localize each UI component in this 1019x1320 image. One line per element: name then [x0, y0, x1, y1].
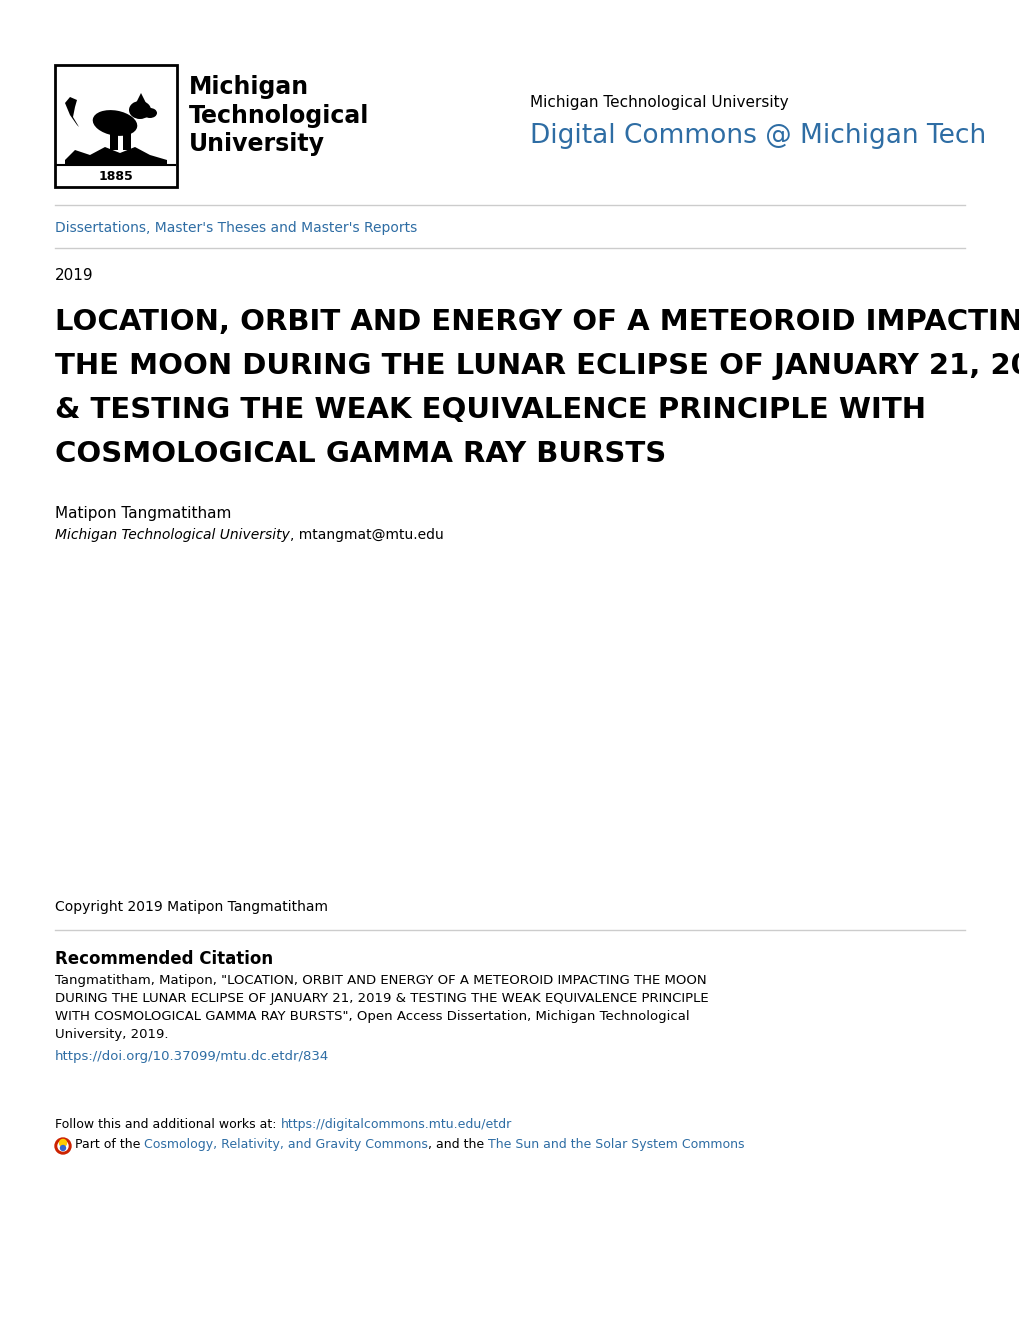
Text: Michigan Technological University: Michigan Technological University [55, 528, 289, 543]
Circle shape [58, 1140, 68, 1151]
Ellipse shape [128, 102, 151, 119]
Text: Michigan
Technological
University: Michigan Technological University [189, 75, 369, 157]
Text: Dissertations, Master's Theses and Master's Reports: Dissertations, Master's Theses and Maste… [55, 220, 417, 235]
Text: Cosmology, Relativity, and Gravity Commons: Cosmology, Relativity, and Gravity Commo… [145, 1138, 428, 1151]
Text: DURING THE LUNAR ECLIPSE OF JANUARY 21, 2019 & TESTING THE WEAK EQUIVALENCE PRIN: DURING THE LUNAR ECLIPSE OF JANUARY 21, … [55, 993, 708, 1005]
Text: WITH COSMOLOGICAL GAMMA RAY BURSTS", Open Access Dissertation, Michigan Technolo: WITH COSMOLOGICAL GAMMA RAY BURSTS", Ope… [55, 1010, 689, 1023]
Bar [55, 65, 177, 187]
Text: Digital Commons @ Michigan Tech: Digital Commons @ Michigan Tech [530, 123, 985, 149]
Polygon shape [65, 96, 78, 127]
Polygon shape [135, 92, 147, 106]
Polygon shape [65, 147, 167, 165]
Ellipse shape [143, 108, 157, 117]
Text: Recommended Citation: Recommended Citation [55, 950, 273, 968]
Text: Part of the: Part of the [75, 1138, 145, 1151]
Text: Follow this and additional works at:: Follow this and additional works at: [55, 1118, 280, 1131]
Text: , mtangmat@mtu.edu: , mtangmat@mtu.edu [289, 528, 443, 543]
Text: , and the: , and the [428, 1138, 488, 1151]
Bar [123, 132, 130, 150]
Text: https://digitalcommons.mtu.edu/etdr: https://digitalcommons.mtu.edu/etdr [280, 1118, 512, 1131]
Text: THE MOON DURING THE LUNAR ECLIPSE OF JANUARY 21, 2019: THE MOON DURING THE LUNAR ECLIPSE OF JAN… [55, 352, 1019, 380]
Text: Copyright 2019 Matipon Tangmatitham: Copyright 2019 Matipon Tangmatitham [55, 900, 328, 913]
Text: & TESTING THE WEAK EQUIVALENCE PRINCIPLE WITH: & TESTING THE WEAK EQUIVALENCE PRINCIPLE… [55, 396, 925, 424]
Circle shape [55, 1138, 71, 1154]
Bar [110, 132, 118, 150]
Text: The Sun and the Solar System Commons: The Sun and the Solar System Commons [488, 1138, 744, 1151]
Circle shape [60, 1146, 65, 1151]
Text: 1885: 1885 [99, 169, 133, 182]
Text: LOCATION, ORBIT AND ENERGY OF A METEOROID IMPACTING: LOCATION, ORBIT AND ENERGY OF A METEOROI… [55, 308, 1019, 337]
Text: COSMOLOGICAL GAMMA RAY BURSTS: COSMOLOGICAL GAMMA RAY BURSTS [55, 440, 665, 469]
Text: Matipon Tangmatitham: Matipon Tangmatitham [55, 506, 231, 521]
Text: University, 2019.: University, 2019. [55, 1028, 168, 1041]
Ellipse shape [93, 110, 138, 136]
Text: Tangmatitham, Matipon, "LOCATION, ORBIT AND ENERGY OF A METEOROID IMPACTING THE : Tangmatitham, Matipon, "LOCATION, ORBIT … [55, 974, 706, 987]
Text: 2019: 2019 [55, 268, 94, 282]
Text: https://doi.org/10.37099/mtu.dc.etdr/834: https://doi.org/10.37099/mtu.dc.etdr/834 [55, 1049, 329, 1063]
Circle shape [59, 1139, 66, 1147]
Text: Michigan Technological University: Michigan Technological University [530, 95, 788, 110]
Bar [57, 165, 175, 185]
